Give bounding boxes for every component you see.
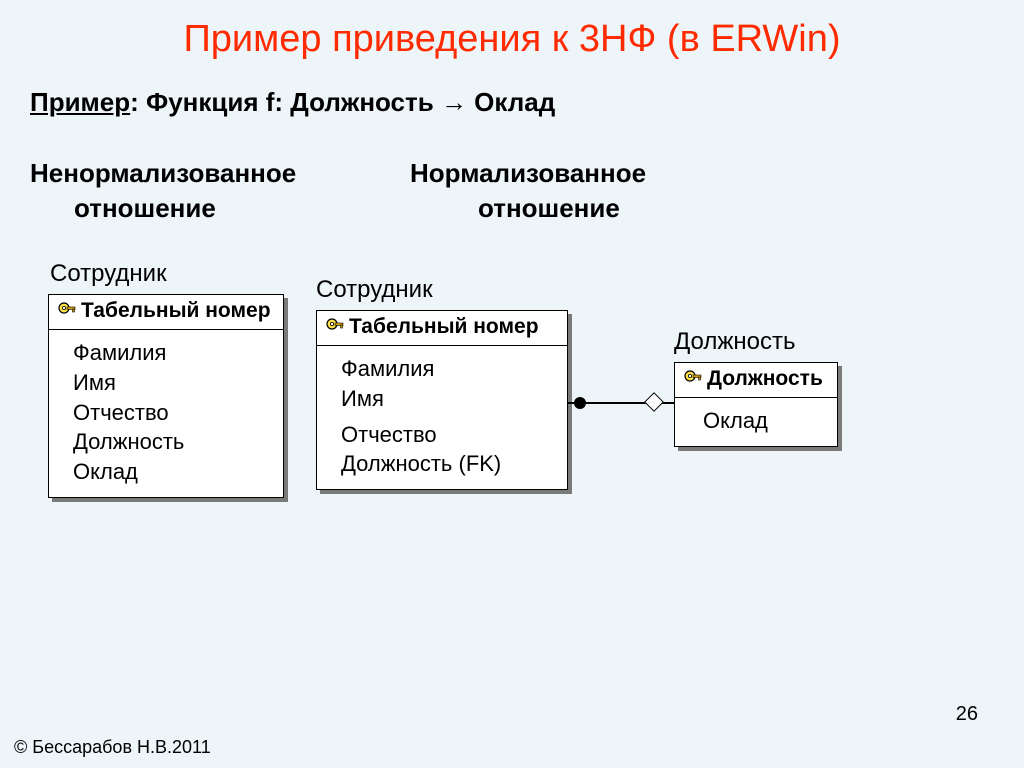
- key-icon: [57, 301, 77, 321]
- header-norm-l1: Нормализованное: [410, 158, 646, 188]
- entity-label-emp-unnorm: Сотрудник: [50, 260, 167, 288]
- diagram-area: Сотрудник Табельный номер Фамилия Имя От…: [0, 254, 1024, 594]
- example-line: Пример: Функция f: Должность → Оклад: [30, 87, 1024, 118]
- page-number: 26: [956, 703, 978, 726]
- attr: Отчество: [73, 398, 269, 428]
- key-icon: [683, 369, 703, 389]
- entity-attrs-emp-norm: Фамилия Имя Отчество Должность (FK): [317, 346, 567, 489]
- attr: Оклад: [73, 457, 269, 487]
- copyright: © Бессарабов Н.В.2011: [14, 737, 211, 758]
- attr: Оклад: [703, 406, 823, 436]
- attr: Фамилия: [73, 338, 269, 368]
- column-headers: Ненормализованное отношение Нормализован…: [0, 156, 1024, 226]
- header-normalized: Нормализованное отношение: [410, 156, 770, 226]
- entity-attrs-position: Оклад: [675, 398, 837, 446]
- entity-label-position: Должность: [674, 328, 796, 356]
- attr: Фамилия: [341, 354, 553, 384]
- pk-text: Должность: [707, 367, 823, 391]
- entity-label-emp-norm: Сотрудник: [316, 276, 433, 304]
- pk-text: Табельный номер: [349, 315, 539, 339]
- entity-attrs-emp-unnorm: Фамилия Имя Отчество Должность Оклад: [49, 330, 283, 496]
- entity-pk-position: Должность: [675, 363, 837, 398]
- entity-box-position: Должность Оклад: [674, 362, 838, 447]
- entity-box-emp-norm: Табельный номер Фамилия Имя Отчество Дол…: [316, 310, 568, 490]
- entity-pk-emp-unnorm: Табельный номер: [49, 295, 283, 330]
- header-unnorm-l1: Ненормализованное: [30, 158, 296, 188]
- header-unnorm-l2: отношение: [30, 191, 400, 226]
- slide-title: Пример приведения к 3НФ (в ERWin): [0, 0, 1024, 61]
- connector-dot-icon: [574, 397, 586, 409]
- attr: Отчество: [341, 420, 553, 450]
- header-norm-l2: отношение: [410, 191, 770, 226]
- attr: Должность (FK): [341, 449, 553, 479]
- pk-text: Табельный номер: [81, 299, 271, 323]
- entity-box-emp-unnorm: Табельный номер Фамилия Имя Отчество Дол…: [48, 294, 284, 497]
- attr: Должность: [73, 427, 269, 457]
- entity-pk-emp-norm: Табельный номер: [317, 311, 567, 346]
- key-icon: [325, 317, 345, 337]
- example-text: : Функция f: Должность → Оклад: [130, 87, 555, 117]
- header-unnormalized: Ненормализованное отношение: [30, 156, 400, 226]
- attr: Имя: [341, 384, 553, 414]
- connector-diamond-icon: [644, 392, 664, 412]
- example-label: Пример: [30, 87, 130, 117]
- attr: Имя: [73, 368, 269, 398]
